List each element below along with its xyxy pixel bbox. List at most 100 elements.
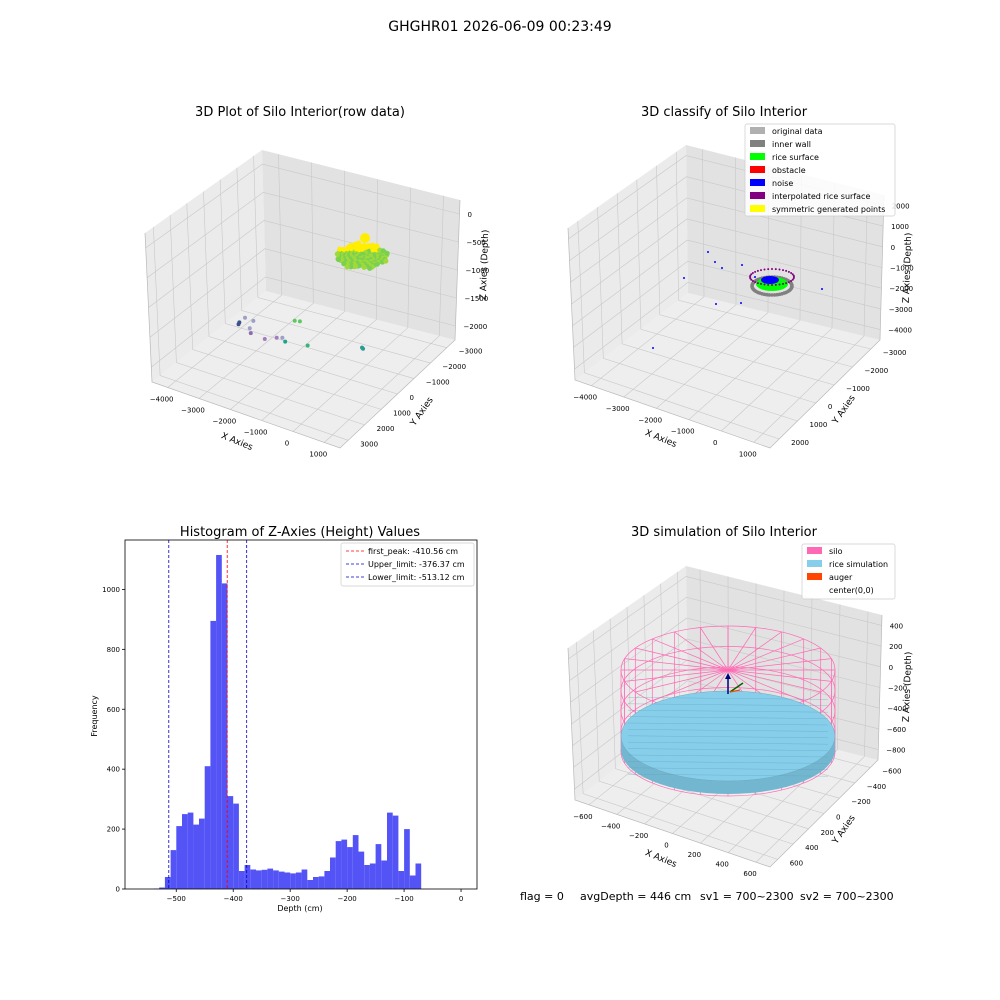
- inner-wall-point: [767, 293, 772, 297]
- noise-point: [754, 276, 756, 278]
- noise-point: [652, 347, 654, 349]
- legend-frame: [744, 123, 896, 217]
- hist-bar: [170, 850, 177, 889]
- interpolated-point: [787, 281, 790, 284]
- interpolated-point: [774, 283, 777, 286]
- hist-bar: [244, 865, 251, 889]
- interpolated-point: [754, 270, 757, 273]
- y-gridline: [219, 179, 414, 379]
- hist-axes: −500 −400 −300 −200 −100 0 0 200 400 600 800 1000: [102, 539, 478, 903]
- hist-bar: [409, 875, 416, 889]
- hist-ylabel: Frequency: [90, 695, 99, 737]
- silo-roof-spoke: [727, 627, 756, 671]
- rice-mesh-line: [627, 697, 829, 700]
- y-tick-label: 1000: [393, 409, 411, 417]
- classify-legend: original data inner wall rice surface obsta…: [744, 123, 896, 217]
- noise-point: [740, 302, 742, 304]
- x-gridline: [688, 174, 802, 420]
- silo-roof-spoke: [624, 669, 729, 682]
- z-tick-label: 200: [889, 643, 902, 651]
- hist-legend: first_peak: -410.56 cm Upper_limit: -376.…: [340, 542, 475, 587]
- z-tick-label: 1000: [891, 223, 909, 231]
- z-gridline: [149, 248, 457, 338]
- hist-bar: [313, 877, 319, 889]
- rice-cluster-point: [356, 240, 362, 246]
- x-gridline: [167, 154, 283, 388]
- rice-cluster-point: [383, 258, 389, 264]
- legend-swatch: [807, 560, 822, 567]
- silo-roof-spoke: [727, 638, 804, 671]
- x-gridline: [753, 190, 868, 443]
- interpolated-point: [754, 281, 757, 284]
- hist-frame: [124, 539, 478, 890]
- y-tick-label: 200: [107, 826, 120, 834]
- auger-y-arrow: [729, 682, 744, 693]
- rice-cluster-point: [361, 264, 367, 270]
- silo-roof-spoke: [635, 669, 729, 693]
- x-tick-label: 200: [688, 851, 701, 859]
- raw-point: [251, 318, 256, 323]
- legend-swatch: [750, 205, 765, 212]
- y-gridline: [253, 155, 447, 348]
- y-gridline: [203, 191, 398, 395]
- legend-frame: [801, 543, 896, 600]
- legend-label: obstacle: [772, 166, 806, 175]
- z-tick-label: 0: [468, 211, 472, 219]
- z-tick-label: 2000: [892, 202, 910, 210]
- x-tick-label: −200: [338, 895, 357, 903]
- footer-flag: flag = 0: [520, 890, 564, 903]
- legend-swatch: [750, 127, 765, 134]
- rice-mesh-line: [627, 735, 829, 738]
- raw-point: [236, 322, 241, 327]
- raw-point: [248, 331, 253, 336]
- hist-bar: [204, 766, 211, 889]
- z-gridline: [146, 191, 459, 278]
- x-tick-label: 600: [743, 870, 756, 878]
- raw-point: [262, 337, 267, 342]
- x-gridline: [591, 149, 705, 386]
- x-tick-label: 1000: [739, 450, 757, 458]
- y-tick-label: −600: [882, 768, 901, 776]
- z-gridline: [572, 239, 882, 326]
- y-tick-label: 600: [107, 706, 120, 714]
- left-pane: [568, 566, 688, 800]
- interpolated-point: [785, 269, 788, 272]
- hist-bar: [347, 847, 353, 889]
- x-gridline: [324, 195, 444, 443]
- raw-points: [236, 315, 366, 351]
- y-tick-label: 1000: [102, 586, 120, 594]
- z-tick-label: −2000: [889, 285, 913, 293]
- sim-zlabel: Z Axies (Depth): [902, 652, 914, 723]
- legend-swatch: [807, 586, 822, 593]
- hist-bar: [398, 871, 405, 889]
- hist-bar: [387, 812, 393, 889]
- box-edges: [144, 199, 461, 449]
- rice-cluster-point: [374, 243, 380, 249]
- y-gridline: [576, 642, 778, 860]
- z-gridline: [145, 163, 460, 249]
- z-gridline: [569, 596, 882, 681]
- rice-mesh-line: [627, 761, 829, 764]
- legend-label: silo: [829, 547, 843, 556]
- interpolated-point: [790, 280, 793, 282]
- hist-bar: [375, 844, 382, 889]
- raw-point: [283, 339, 288, 344]
- interpolated-point: [771, 284, 773, 286]
- hist-bar: [176, 826, 182, 889]
- z-tick-label: −4000: [888, 327, 912, 335]
- classify-ylabel: Y Axies: [830, 393, 858, 426]
- silo-roof-spoke: [700, 627, 729, 671]
- z-gridline: [568, 576, 882, 660]
- legend-label: Upper_limit: -376.37 cm: [368, 560, 465, 569]
- y-gridline: [186, 203, 382, 410]
- hist-bar: [358, 851, 365, 889]
- figure-suptitle: GHGHR01 2026-06-09 00:23:49: [388, 19, 611, 35]
- rice-mesh-line: [627, 754, 829, 758]
- x-tick-label: 0: [285, 440, 289, 448]
- silo-roof-spoke: [727, 669, 832, 682]
- z-tick-label: −2000: [464, 323, 488, 331]
- rice-mesh-line: [627, 722, 829, 726]
- auger-x-arrow: [729, 689, 741, 693]
- y-gridline: [636, 179, 835, 386]
- noise-point: [683, 277, 685, 279]
